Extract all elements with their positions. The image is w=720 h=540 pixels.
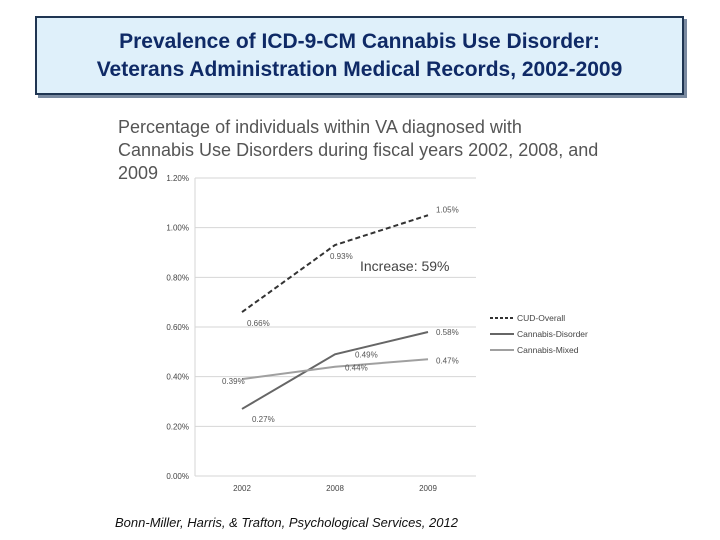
chart-title-line2: Cannabis Use Disorders during fiscal yea… bbox=[118, 140, 599, 183]
y-tick-label: 0.00% bbox=[166, 472, 189, 481]
slide-title-line2: Veterans Administration Medical Records,… bbox=[96, 57, 623, 81]
y-tick-label: 1.20% bbox=[166, 174, 189, 183]
series-line-cud-overall bbox=[241, 214, 429, 313]
increase-annotation: Increase: 59% bbox=[360, 258, 450, 274]
series-line-cannabis-mixed bbox=[241, 358, 429, 381]
data-label: 0.49% bbox=[355, 350, 378, 359]
data-label: 0.47% bbox=[436, 356, 459, 365]
y-tick-label: 0.40% bbox=[166, 373, 189, 382]
y-tick-label: 0.20% bbox=[166, 422, 189, 431]
y-tick-label: 0.80% bbox=[166, 273, 189, 282]
x-tick-label: 2002 bbox=[233, 484, 251, 493]
citation: Bonn-Miller, Harris, & Trafton, Psycholo… bbox=[115, 515, 458, 530]
data-label: 0.27% bbox=[252, 415, 275, 424]
data-label: 0.44% bbox=[345, 364, 368, 373]
chart-title-line1: Percentage of individuals within VA diag… bbox=[118, 117, 522, 137]
data-label: 0.93% bbox=[330, 252, 353, 261]
legend-entry: Cannabis-Disorder bbox=[517, 329, 588, 339]
legend-entry: CUD-Overall bbox=[517, 313, 565, 323]
legend-entry: Cannabis-Mixed bbox=[517, 345, 579, 355]
x-tick-label: 2009 bbox=[419, 484, 437, 493]
slide-title-line1: Prevalence of ICD-9-CM Cannabis Use Diso… bbox=[119, 29, 600, 53]
y-tick-label: 1.00% bbox=[166, 224, 189, 233]
data-label: 0.58% bbox=[436, 328, 459, 337]
chart-title: Percentage of individuals within VA diag… bbox=[118, 116, 638, 185]
data-label: 0.39% bbox=[222, 377, 245, 386]
x-tick-label: 2008 bbox=[326, 484, 344, 493]
y-tick-label: 0.60% bbox=[166, 323, 189, 332]
series-line-cannabis-disorder bbox=[241, 330, 429, 410]
slide-title-box: Prevalence of ICD-9-CM Cannabis Use Diso… bbox=[35, 16, 684, 95]
data-label: 1.05% bbox=[436, 205, 459, 214]
data-label: 0.66% bbox=[247, 319, 270, 328]
